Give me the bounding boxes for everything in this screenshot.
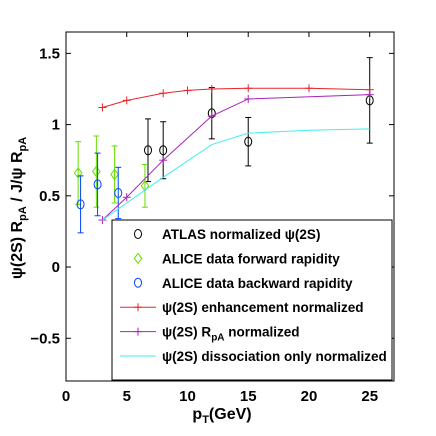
circle-marker: [159, 145, 168, 156]
x-axis-label-sub: T: [202, 414, 209, 426]
legend-entry: ψ(2S) enhancement normalized: [162, 300, 363, 315]
legend-entry: ATLAS normalized ψ(2S): [162, 227, 320, 242]
x-tick-label: 0: [62, 388, 70, 405]
plot-frame: [65, 31, 395, 382]
x-tick-label: 15: [240, 388, 257, 405]
legend-marker: [134, 229, 142, 239]
series-0: [144, 57, 374, 183]
legend-entry: ψ(2S) dissociation only normalized: [162, 349, 387, 364]
series-line: [102, 87, 370, 108]
diamond-marker: [73, 167, 83, 179]
circle-marker: [76, 199, 85, 210]
circle-marker: [244, 136, 253, 147]
diamond-marker: [140, 180, 150, 192]
diamond-marker: [91, 165, 101, 178]
y-tick-label: 0: [52, 259, 60, 276]
diamond-marker: [133, 252, 143, 265]
circle-marker: [144, 145, 152, 156]
x-tick-label: 25: [361, 388, 378, 405]
axis-ticks: 0 5 10 15 20 25 −0.5 0 0.5 1 1.5: [30, 32, 394, 405]
y-tick-label: 1.5: [39, 45, 60, 62]
series-1: [73, 135, 150, 208]
diamond-marker: [110, 168, 119, 181]
legend: ATLAS normalized ψ(2S) ALICE data forward…: [111, 219, 393, 381]
legend-box: [111, 219, 393, 381]
x-axis-label: pT(GeV): [192, 406, 251, 426]
series-line: [102, 94, 370, 221]
series-3: [98, 84, 374, 112]
y-tick-label: 0.5: [39, 188, 60, 205]
series-4: [98, 90, 374, 225]
legend-entry: ALICE data backward rapidity: [162, 276, 353, 291]
x-tick-label: 10: [179, 388, 196, 405]
plot-series: [73, 57, 374, 234]
y-tick-label: 1: [52, 117, 60, 134]
series-5: [102, 128, 370, 221]
legend-entry: ψ(2S) RpA normalized: [162, 325, 300, 344]
x-tick-label: 20: [301, 388, 318, 405]
x-tick-label: 5: [123, 388, 131, 405]
circle-marker: [114, 187, 123, 198]
circle-marker: [93, 179, 102, 190]
y-tick-label: −0.5: [30, 330, 60, 347]
y-axis-label: ψ(2S) RpA / J/ψ RpA: [9, 137, 29, 279]
legend-entry: ALICE data forward rapidity: [162, 251, 340, 266]
series-2: [76, 152, 123, 234]
series-line: [102, 128, 370, 221]
legend-marker: [134, 277, 142, 288]
